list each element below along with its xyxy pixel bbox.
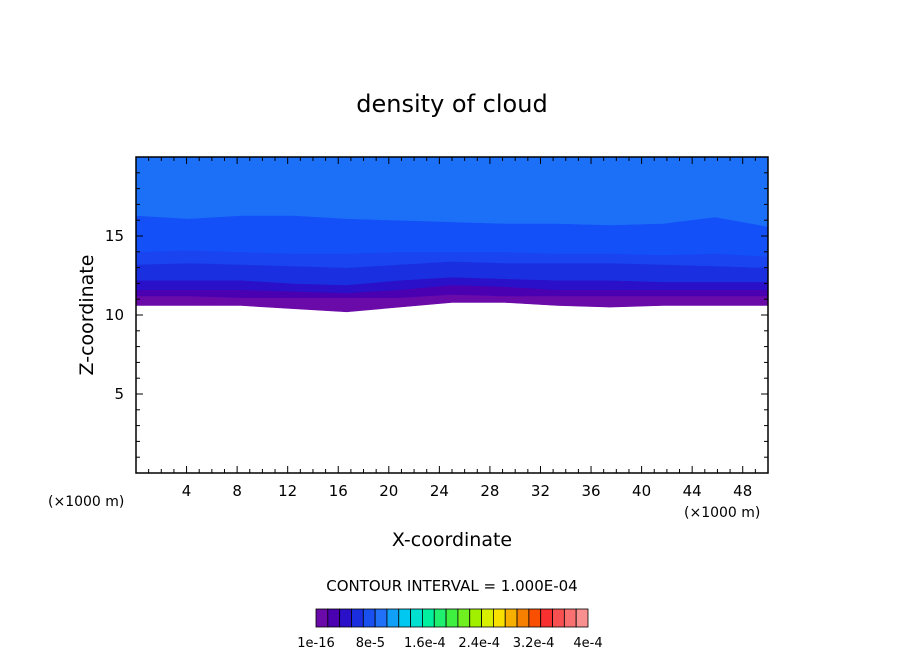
x-axis-label: X-coordinate xyxy=(392,529,512,551)
colorbar-label: 3.2e-4 xyxy=(513,636,555,651)
x-tick-label: 40 xyxy=(632,482,651,500)
colorbar-swatch xyxy=(516,608,530,628)
y-tick-label: 10 xyxy=(105,306,124,324)
colorbar-swatch xyxy=(422,608,435,628)
y-tick-label: 5 xyxy=(114,385,124,403)
colorbar-swatch xyxy=(445,608,459,628)
colorbar-swatch xyxy=(327,608,341,628)
x-axis-unit: (×1000 m) xyxy=(684,505,760,521)
colorbar-label: 2.4e-4 xyxy=(458,636,500,651)
colorbar-swatch xyxy=(362,608,376,628)
colorbar-swatch xyxy=(492,608,506,628)
y-axis-label: Z-coordinate xyxy=(76,255,98,376)
axis-ticks xyxy=(136,157,768,473)
cloud-contour-fill xyxy=(135,156,769,313)
colorbar-swatch xyxy=(528,608,542,628)
colorbar-swatch xyxy=(351,608,364,628)
x-tick-label: 16 xyxy=(329,482,348,500)
colorbar-swatch xyxy=(504,608,518,628)
colorbar-swatch xyxy=(540,608,553,628)
x-tick-label: 12 xyxy=(278,482,297,500)
y-tick-label: 15 xyxy=(105,227,124,245)
colorbar-swatch xyxy=(315,608,329,628)
contour-interval-label: CONTOUR INTERVAL = 1.000E-04 xyxy=(326,577,577,595)
colorbar-swatch xyxy=(552,608,565,628)
cloud-band-7 xyxy=(135,156,769,227)
x-tick-label: 36 xyxy=(581,482,600,500)
colorbar-swatch xyxy=(457,608,471,628)
colorbar-label: 1e-16 xyxy=(297,636,335,651)
y-tick-labels: 5 10 15 xyxy=(105,227,124,403)
colorbar-swatch xyxy=(575,608,589,628)
y-axis-unit: (×1000 m) xyxy=(48,494,124,510)
colorbar-swatch xyxy=(339,608,352,628)
colorbar-swatch xyxy=(563,608,577,628)
x-tick-label: 48 xyxy=(733,482,752,500)
x-tick-label: 8 xyxy=(232,482,242,500)
colorbar-swatch xyxy=(386,608,400,628)
x-tick-label: 4 xyxy=(182,482,192,500)
colorbar-label: 1.6e-4 xyxy=(404,636,446,651)
colorbar-swatch xyxy=(398,608,412,628)
x-tick-label: 24 xyxy=(430,482,449,500)
x-tick-label: 44 xyxy=(683,482,702,500)
x-tick-label: 28 xyxy=(480,482,499,500)
x-tick-label: 32 xyxy=(531,482,550,500)
colorbar-labels: 1e-16 8e-5 1.6e-4 2.4e-4 3.2e-4 4e-4 xyxy=(297,636,602,651)
colorbar-swatch xyxy=(433,608,447,628)
colorbar-swatch xyxy=(374,608,388,628)
colorbar-label: 8e-5 xyxy=(356,636,385,651)
x-tick-labels: 4 8 12 16 20 24 28 32 36 40 44 48 xyxy=(182,482,752,500)
colorbar xyxy=(315,608,589,628)
x-tick-label: 20 xyxy=(379,482,398,500)
colorbar-swatch xyxy=(410,608,423,628)
colorbar-label: 4e-4 xyxy=(573,636,602,651)
colorbar-swatch xyxy=(469,608,482,628)
colorbar-swatch xyxy=(481,608,494,628)
chart-title: density of cloud xyxy=(356,90,547,118)
